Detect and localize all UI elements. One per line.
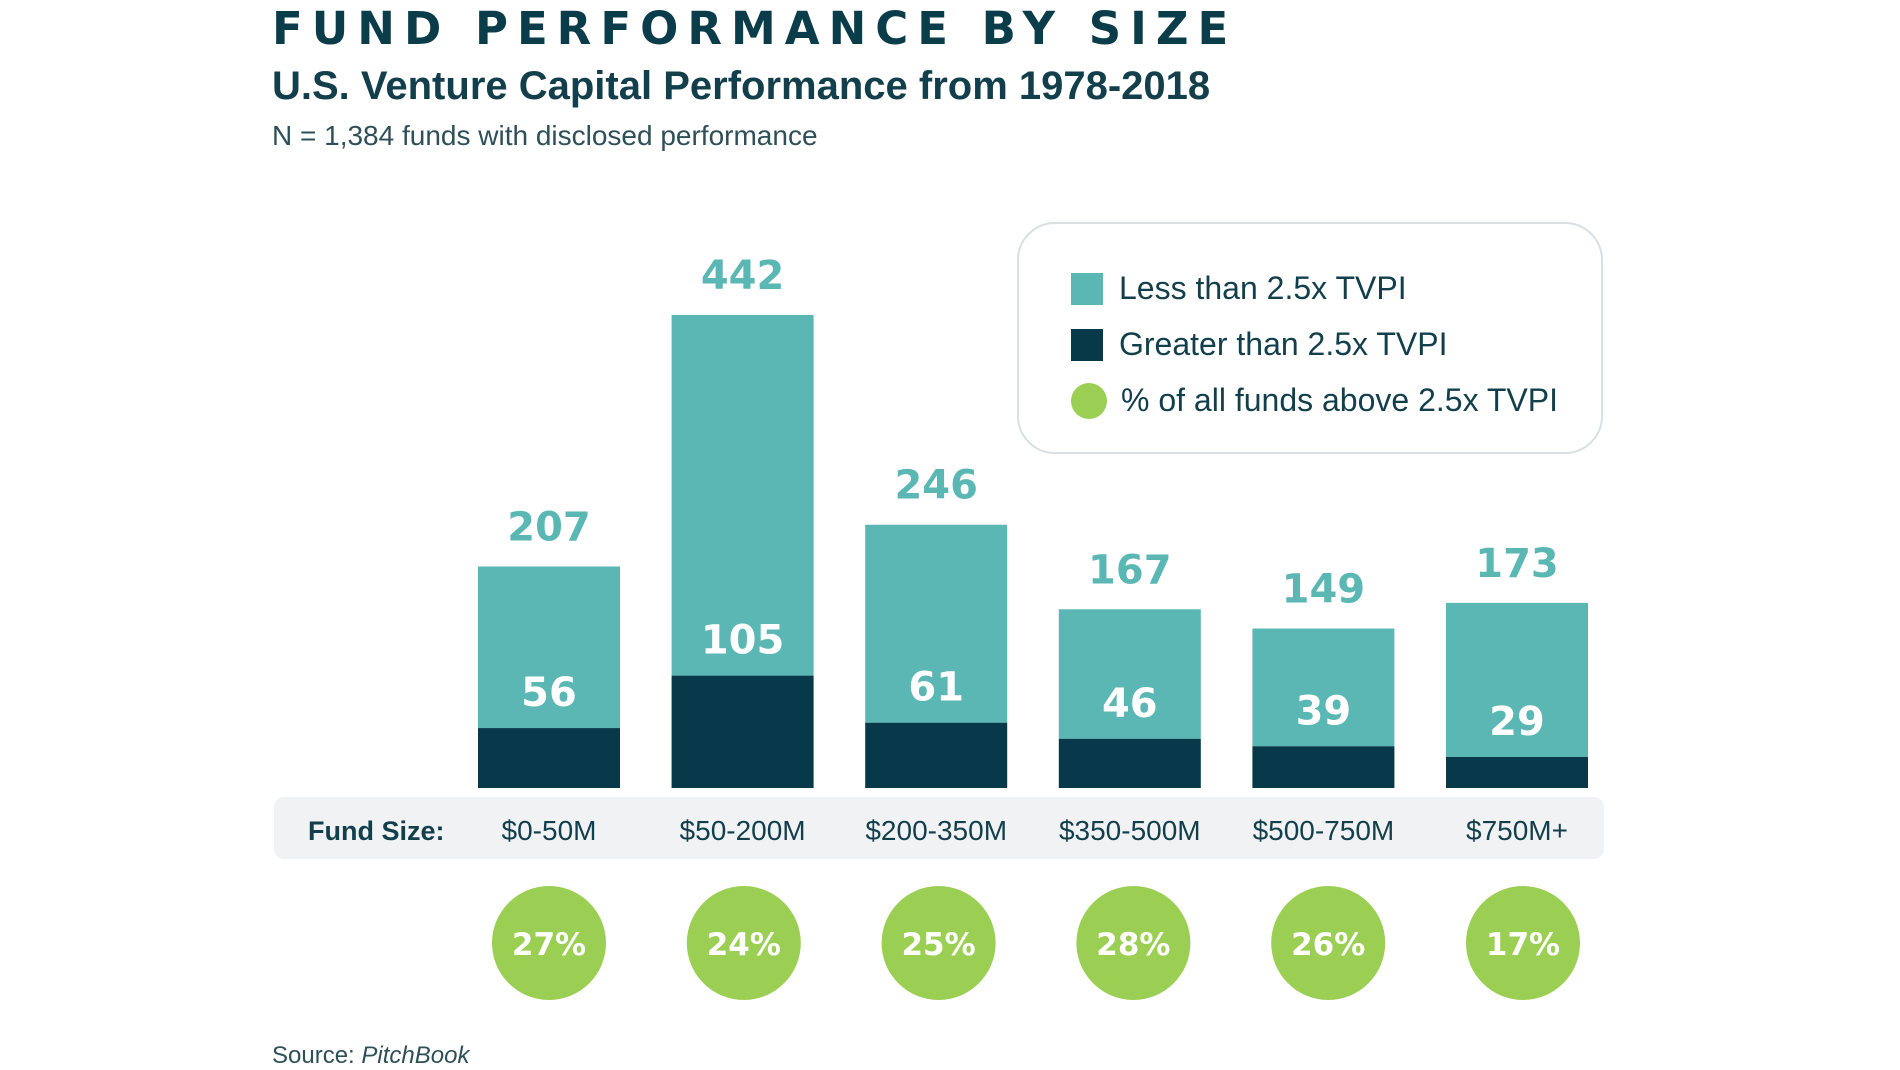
percent-circle [1466, 886, 1580, 1000]
legend-swatch-green-circle-icon [1071, 382, 1107, 419]
percent-circle [1076, 886, 1191, 1000]
percent-label: 28% [1096, 927, 1170, 963]
bar-less-than-2.5x [1252, 628, 1395, 747]
bar-total-label: 149 [1282, 567, 1366, 613]
percent-circle [881, 886, 996, 1000]
legend-swatch-light [1071, 272, 1103, 305]
bar-less-than-2.5x [1446, 602, 1588, 757]
percent-label: 17% [1486, 927, 1560, 963]
source-name: PitchBook [361, 1042, 470, 1069]
bar-greater-count-label: 105 [701, 618, 785, 664]
legend-item-greater: Greater than 2.5x TVPI [1071, 326, 1447, 363]
bar-total-label: 167 [1088, 547, 1172, 593]
bar-less-than-2.5x [1058, 609, 1201, 739]
legend-item-less: Less than 2.5x TVPI [1071, 270, 1407, 307]
bar-greater-than-2.5x [865, 722, 1008, 788]
bar-greater-count-label: 56 [521, 670, 577, 716]
bar-total-label: 246 [894, 463, 978, 509]
category-tick-label: $750M+ [1466, 815, 1568, 846]
bar-greater-count-label: 29 [1489, 699, 1545, 745]
chart-subtitle: U.S. Venture Capital Performance from 19… [272, 64, 1211, 108]
bar-greater-count-label: 39 [1296, 688, 1352, 734]
percent-label: 24% [707, 927, 781, 963]
category-band [274, 797, 1604, 859]
percent-circle [492, 886, 606, 1000]
bar-greater-than-2.5x [478, 728, 620, 788]
bar-greater-than-2.5x [1446, 756, 1588, 788]
category-tick-label: $350-500M [1059, 815, 1201, 846]
legend-label-percent: % of all funds above 2.5x TVPI [1121, 382, 1558, 418]
bar-greater-than-2.5x [671, 675, 814, 788]
legend-item-percent: % of all funds above 2.5x TVPI [1071, 382, 1558, 419]
percent-label: 27% [512, 927, 586, 963]
category-tick-label: $200-350M [865, 815, 1007, 846]
bar-greater-count-label: 46 [1102, 681, 1158, 727]
source-note: Source: PitchBook [272, 1042, 469, 1070]
legend-swatch-dark [1071, 328, 1103, 361]
percent-label: 25% [901, 927, 975, 963]
bar-total-label: 207 [507, 504, 591, 550]
bar-chart: Fund Size: 207 56 $0-50M 27% 442 105 $50-200M 24… [274, 253, 1604, 1000]
percent-circle [686, 886, 801, 1000]
category-axis-label: Fund Size: [308, 816, 445, 846]
source-prefix: Source: [272, 1042, 362, 1069]
category-tick-label: $0-50M [502, 815, 597, 846]
bar-less-than-2.5x [865, 524, 1008, 723]
legend: Less than 2.5x TVPI Greater than 2.5x TV… [1017, 222, 1603, 454]
bar-less-than-2.5x [671, 315, 814, 676]
chart-title: FUND PERFORMANCE BY SIZE [272, 2, 1238, 55]
category-tick-label: $50-200M [680, 815, 806, 846]
percent-circle [1271, 886, 1386, 1000]
legend-label-greater: Greater than 2.5x TVPI [1119, 326, 1448, 362]
bar-less-than-2.5x [478, 566, 620, 729]
legend-label-less: Less than 2.5x TVPI [1119, 270, 1407, 306]
percent-label: 26% [1291, 927, 1365, 963]
bar-total-label: 173 [1475, 541, 1559, 587]
chart-note: N = 1,384 funds with disclosed performan… [272, 120, 818, 151]
bar-greater-than-2.5x [1252, 746, 1395, 788]
bar-greater-count-label: 61 [908, 665, 964, 711]
category-tick-label: $500-750M [1253, 815, 1395, 846]
bar-greater-than-2.5x [1058, 738, 1201, 788]
bar-total-label: 442 [701, 253, 785, 299]
